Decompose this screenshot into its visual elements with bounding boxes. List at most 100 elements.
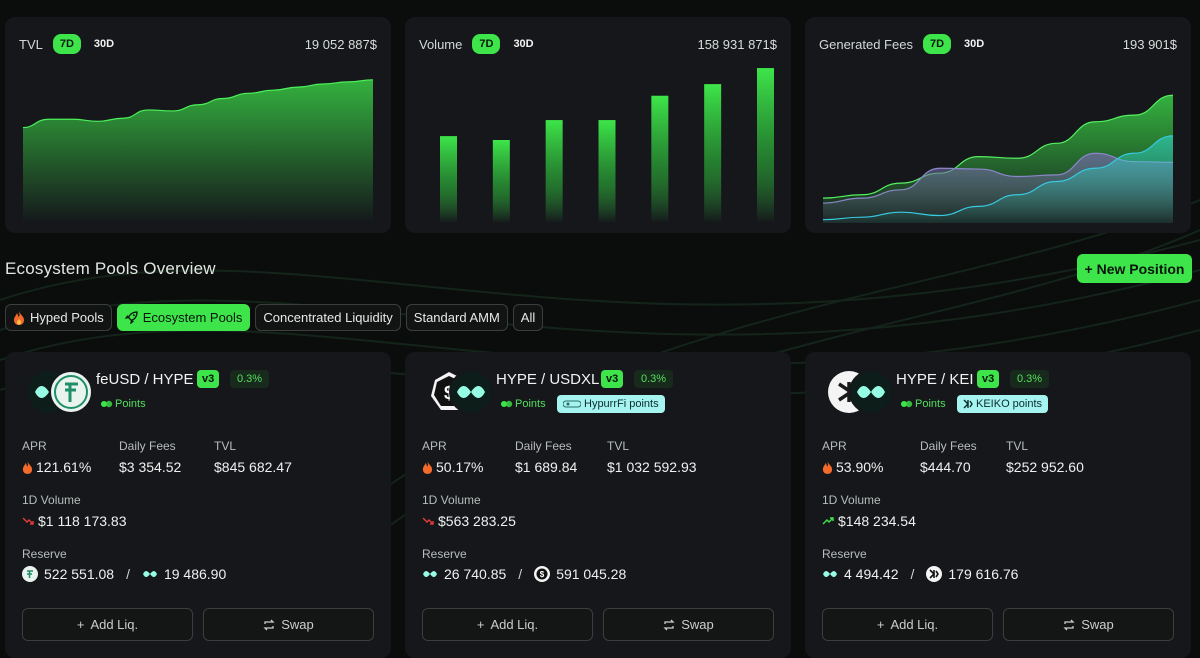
tvl-area [23, 79, 373, 223]
swap-icon [1063, 619, 1075, 630]
trend-up-icon [822, 517, 834, 525]
volume-value: $563 283.25 [422, 513, 516, 529]
filter-hyped-pools[interactable]: Hyped Pools [5, 304, 112, 331]
reserve-row: 4 494.42 / 179 616.76 [822, 566, 1018, 582]
pool-card-hype-usdxl[interactable]: $ HYPE / USDXL v3 0.3% Points HypurrFi p… [405, 352, 791, 658]
swap-label: Swap [281, 617, 314, 632]
apr-value: 121.61% [22, 459, 91, 475]
volume-bar [492, 140, 510, 223]
reserve-separator: / [518, 566, 523, 582]
filter-label: Hyped Pools [30, 310, 104, 325]
volume-card: Volume 7D 30D 158 931 871$ [405, 17, 791, 233]
reserve-b: 19 486.90 [163, 566, 227, 582]
hype-coin-icon [822, 566, 838, 582]
add-liquidity-label: Add Liq. [90, 617, 139, 632]
tvl-label: TVL [19, 36, 43, 52]
plus-icon: + [76, 617, 85, 632]
keiko-icon [963, 399, 973, 409]
filter-standard-amm[interactable]: Standard AMM [405, 304, 508, 331]
partner-points-badge: KEIKO points [957, 395, 1049, 413]
pool-card-hype-kei[interactable]: HYPE / KEI v3 0.3% Points KEIKO points A… [805, 352, 1191, 658]
volume-text: $1 118 173.83 [38, 513, 127, 529]
filter-label: All [520, 310, 536, 325]
apr-label: APR [422, 439, 447, 453]
volume-bar [598, 120, 616, 223]
points-icon [901, 400, 913, 408]
volume-bar [545, 120, 563, 223]
hypurrfi-icon [563, 400, 581, 408]
pool-name: feUSD / HYPE [96, 371, 194, 388]
reserve-a: 26 740.85 [444, 566, 507, 582]
tvl-label: TVL [1006, 439, 1029, 453]
fees-series-teal-line [822, 135, 1174, 221]
pool-name: HYPE / KEI [896, 371, 974, 388]
volume-value: $148 234.54 [822, 513, 916, 529]
swap-button[interactable]: Swap [1003, 608, 1174, 641]
pool-card-feusd-hype[interactable]: feUSD / HYPE v3 0.3% Points APR 121.61% … [5, 352, 391, 658]
plus-icon: + [876, 617, 885, 632]
tvl-30d-toggle[interactable]: 30D [93, 38, 115, 50]
apr-label: APR [22, 439, 47, 453]
tvl-7d-toggle[interactable]: 7D [52, 34, 81, 54]
fire-icon [22, 460, 33, 474]
fee-badge: 0.3% [230, 370, 270, 388]
volume-bar [704, 84, 722, 223]
add-liquidity-button[interactable]: + Add Liq. [22, 608, 193, 641]
points-badge: Points [101, 398, 146, 410]
fees-30d-toggle[interactable]: 30D [964, 38, 985, 50]
fees-7d-toggle[interactable]: 7D [922, 34, 952, 54]
tvl-chart [22, 79, 374, 223]
tvl-line [22, 79, 374, 129]
volume-value: 158 931 871$ [697, 36, 777, 52]
fee-badge: 0.3% [1010, 370, 1050, 388]
hype-coin-icon [142, 566, 158, 582]
apr-value: 50.17% [422, 459, 483, 475]
pool-name: HYPE / USDXL [496, 371, 600, 388]
add-liquidity-button[interactable]: + Add Liq. [422, 608, 593, 641]
apr-text: 121.61% [36, 459, 92, 475]
volume-7d-toggle[interactable]: 7D [472, 34, 501, 54]
reserve-label: Reserve [22, 547, 67, 561]
volume-label: 1D Volume [822, 493, 881, 507]
tvl-value: $252 952.60 [1006, 459, 1084, 475]
fees-card: Generated Fees 7D 30D 193 901$ [805, 17, 1191, 233]
swap-button[interactable]: Swap [203, 608, 374, 641]
fire-icon [14, 310, 24, 325]
filter-all[interactable]: All [512, 304, 544, 331]
version-badge: v3 [977, 370, 1000, 388]
daily-fees-label: Daily Fees [515, 439, 572, 453]
daily-fees-value: $3 354.52 [119, 459, 182, 475]
fire-icon [822, 460, 833, 474]
tvl-value: $845 682.47 [214, 459, 292, 475]
add-liquidity-label: Add Liq. [490, 617, 539, 632]
tvl-value: 19 052 887$ [304, 36, 377, 52]
filter-ecosystem-pools[interactable]: Ecosystem Pools [116, 304, 251, 331]
plus-icon: + [476, 617, 485, 632]
pool-token-logos: $ [427, 370, 495, 414]
version-badge: v3 [197, 370, 220, 388]
reserve-row: 522 551.08 / 19 486.90 [22, 566, 226, 582]
pool-token-logos [827, 370, 895, 414]
svg-text:$: $ [444, 383, 454, 403]
feusd-token-icon [49, 370, 93, 414]
trend-down-icon [422, 517, 434, 525]
volume-bar [651, 95, 669, 223]
section-title: Ecosystem Pools Overview [5, 259, 216, 278]
apr-label: APR [822, 439, 847, 453]
reserve-b: 591 045.28 [556, 566, 627, 582]
add-liquidity-button[interactable]: + Add Liq. [822, 608, 993, 641]
pool-filters: Hyped Pools Ecosystem Pools Concentrated… [5, 304, 544, 331]
new-position-button[interactable]: + New Position [1077, 254, 1192, 283]
tvl-label: TVL [214, 439, 237, 453]
volume-value: $1 118 173.83 [22, 513, 127, 529]
filter-concentrated-liquidity[interactable]: Concentrated Liquidity [255, 304, 401, 331]
fees-series-green-line [822, 94, 1174, 199]
swap-button[interactable]: Swap [603, 608, 774, 641]
fire-icon [422, 460, 433, 474]
reserve-a: 522 551.08 [44, 566, 115, 582]
volume-30d-toggle[interactable]: 30D [513, 38, 534, 50]
points-icon [101, 400, 113, 408]
volume-label: Volume [419, 36, 463, 52]
filter-label: Ecosystem Pools [142, 310, 243, 325]
volume-chart [440, 68, 774, 223]
